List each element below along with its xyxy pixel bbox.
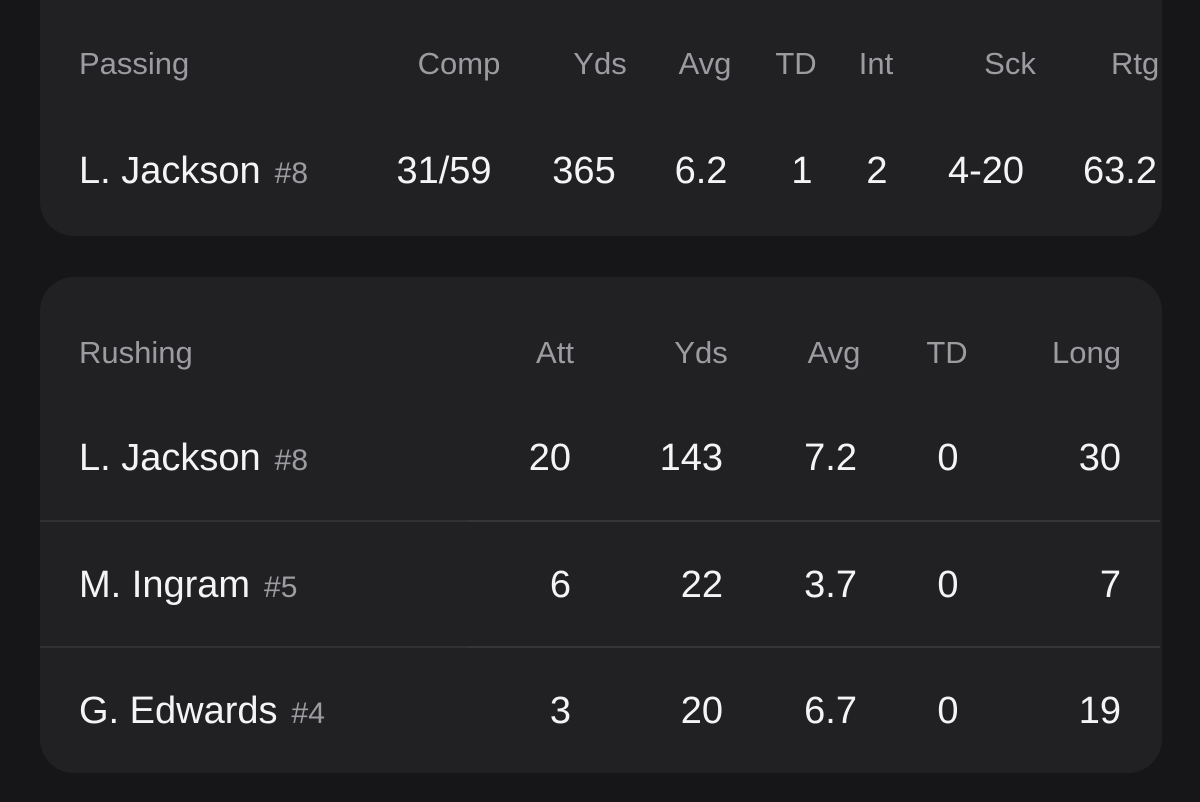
rushing-col-yds: Yds (674, 335, 728, 370)
passing-col-rtg: Rtg (1111, 46, 1160, 81)
passing-col-avg: Avg (678, 46, 732, 81)
stat-long: 19 (1078, 690, 1121, 732)
stat-td: 1 (791, 150, 813, 192)
stat-att: 3 (549, 690, 571, 732)
rushing-col-avg: Avg (807, 335, 861, 370)
rushing-col-long: Long (1052, 335, 1121, 370)
stat-avg: 6.2 (674, 150, 728, 192)
passing-col-int: Int (858, 46, 894, 81)
stat-avg: 3.7 (804, 564, 857, 606)
stat-rtg: 63.2 (1083, 150, 1157, 192)
player-name[interactable]: M. Ingram #5 (79, 564, 298, 606)
stat-td: 0 (937, 690, 959, 732)
stat-yds: 143 (659, 437, 723, 479)
stat-long: 7 (1099, 564, 1121, 606)
stat-sck: 4-20 (947, 150, 1025, 192)
stat-att: 6 (549, 564, 571, 606)
stat-avg: 6.7 (804, 690, 857, 732)
passing-stats-card: Passing Comp Yds Avg TD Int Sck Rtg L. J… (40, 0, 1162, 236)
stat-att: 20 (528, 437, 571, 479)
player-name[interactable]: G. Edwards #4 (79, 690, 325, 732)
stat-yds: 22 (680, 564, 723, 606)
player-name[interactable]: L. Jackson #8 (79, 437, 309, 479)
rushing-col-att: Att (536, 335, 574, 370)
player-number: #5 (264, 571, 298, 604)
rushing-section-label: Rushing (79, 335, 193, 370)
stat-long: 30 (1078, 437, 1121, 479)
row-divider (40, 646, 468, 648)
stat-yds: 365 (552, 150, 616, 192)
player-number: #4 (291, 697, 325, 730)
passing-col-td: TD (775, 46, 817, 81)
stat-avg: 7.2 (804, 437, 857, 479)
player-number: #8 (274, 444, 309, 477)
passing-col-yds: Yds (573, 46, 627, 81)
row-divider (468, 646, 1160, 648)
stat-comp: 31/59 (396, 150, 492, 192)
stat-yds: 20 (680, 690, 723, 732)
passing-col-sck: Sck (984, 46, 1036, 81)
stat-td: 0 (937, 437, 959, 479)
player-number: #8 (274, 157, 309, 190)
stat-td: 0 (937, 564, 959, 606)
stat-int: 2 (866, 150, 888, 192)
passing-col-comp: Comp (417, 46, 501, 81)
rushing-stats-card: Rushing Att Yds Avg TD Long L. Jackson #8… (40, 277, 1162, 773)
row-divider (40, 520, 468, 522)
rushing-col-td: TD (926, 335, 968, 370)
row-divider (468, 520, 1160, 522)
passing-section-label: Passing (79, 46, 190, 81)
player-name[interactable]: L. Jackson #8 (79, 150, 309, 192)
